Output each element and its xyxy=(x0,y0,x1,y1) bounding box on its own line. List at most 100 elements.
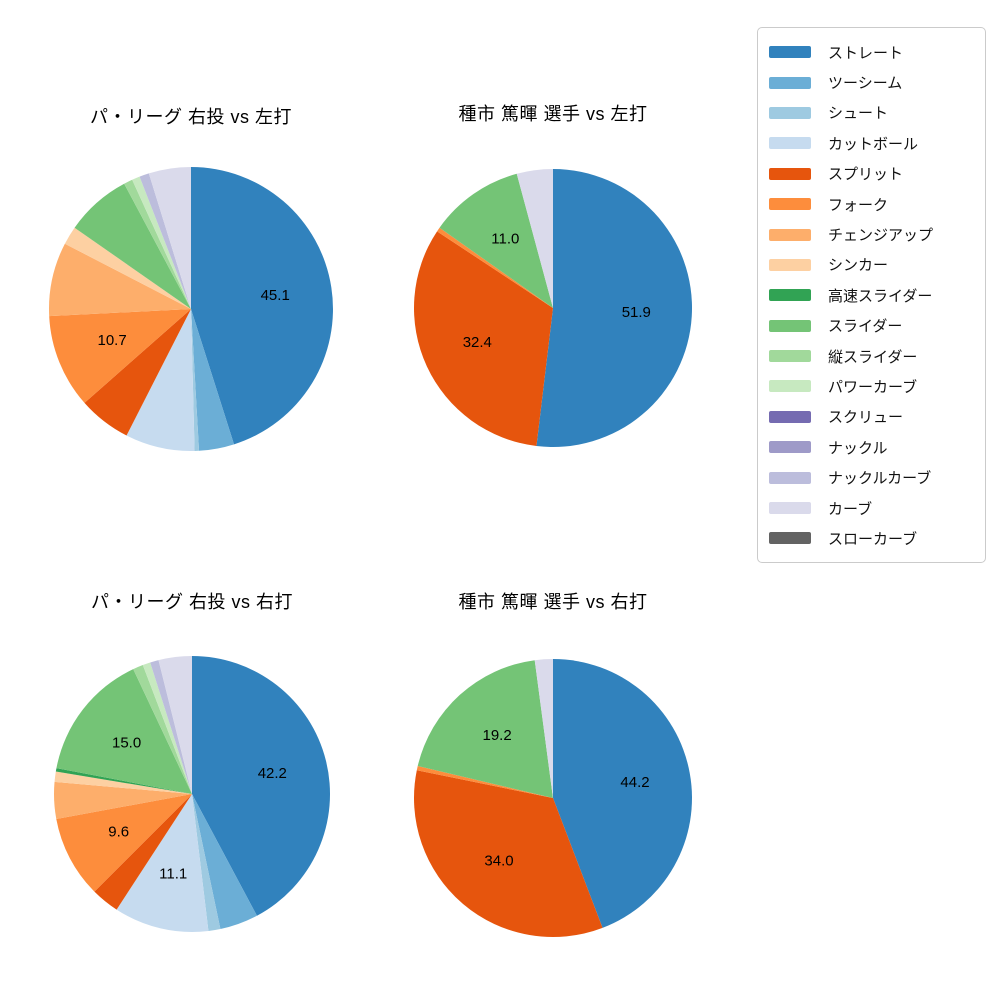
pie-slice xyxy=(124,179,191,309)
legend-swatch xyxy=(769,532,811,545)
legend-swatch xyxy=(769,46,811,59)
legend-swatch xyxy=(769,441,811,454)
pie-slice xyxy=(53,781,193,820)
legend-label: 高速スライダー xyxy=(828,287,933,305)
legend-swatch xyxy=(769,380,811,393)
pie-slice xyxy=(55,768,193,794)
legend-label: パワーカーブ xyxy=(828,378,918,396)
pie-slice xyxy=(191,309,235,451)
pie-slice xyxy=(553,659,692,928)
slice-value-label: 10.7 xyxy=(97,332,126,349)
legend-swatch xyxy=(769,289,811,302)
legend-item: ナックル xyxy=(764,432,977,462)
legend-item: シンカー xyxy=(764,250,977,280)
legend-label: カーブ xyxy=(828,500,873,518)
slice-value-label: 15.0 xyxy=(112,734,141,751)
pie-slice xyxy=(534,659,553,798)
slice-value-label: 9.6 xyxy=(108,823,129,840)
legend-item: スライダー xyxy=(764,311,977,341)
pie-slice xyxy=(49,243,191,317)
legend-item: ツーシーム xyxy=(764,67,977,97)
legend-item: ストレート xyxy=(764,37,977,67)
pie-slice xyxy=(56,669,192,794)
legend-item: チェンジアップ xyxy=(764,219,977,249)
legend-label: スプリット xyxy=(828,166,904,184)
pie-slice xyxy=(417,660,553,798)
pie-slice xyxy=(54,771,192,794)
legend-item: ナックルカーブ xyxy=(764,462,977,492)
slice-value-label: 44.2 xyxy=(620,774,649,791)
legend-label: ストレート xyxy=(828,44,904,62)
legend-swatch xyxy=(769,502,811,515)
legend-swatch xyxy=(769,228,811,241)
legend-swatch xyxy=(769,198,811,211)
legend-label: ナックルカーブ xyxy=(828,470,932,488)
pie-slice xyxy=(192,794,221,932)
pie-slice xyxy=(142,662,192,794)
legend-label: シンカー xyxy=(828,257,889,275)
legend-swatch xyxy=(769,410,811,423)
legend-swatch xyxy=(769,76,811,89)
pie-slice xyxy=(416,765,553,798)
slice-value-label: 11.1 xyxy=(159,866,187,883)
legend-item: パワーカーブ xyxy=(764,371,977,401)
pie-slice xyxy=(74,183,191,309)
legend-label: フォーク xyxy=(828,196,889,214)
legend-item: フォーク xyxy=(764,189,977,219)
pie-slice xyxy=(191,167,333,445)
slice-value-label: 51.9 xyxy=(622,304,651,321)
legend-label: カットボール xyxy=(828,135,919,153)
chart-title-league-vs-right: パ・リーグ 右投 vs 右打 xyxy=(90,592,293,612)
legend-label: スクリュー xyxy=(828,409,904,427)
pie-slice xyxy=(413,231,553,447)
pie-slice xyxy=(56,794,192,892)
pie-slice xyxy=(437,227,553,308)
pie-slice xyxy=(132,176,191,309)
legend-item: カーブ xyxy=(764,493,977,523)
legend-swatch xyxy=(769,350,811,363)
chart-title-taneichi-vs-left: 種市 篤暉 選手 vs 左打 xyxy=(458,104,648,124)
legend-item: スローカーブ xyxy=(764,523,977,553)
legend-item: カットボール xyxy=(764,128,977,158)
slice-value-label: 19.2 xyxy=(482,727,511,744)
pie-slice xyxy=(116,794,209,933)
slice-value-label: 34.0 xyxy=(484,853,513,870)
legend-swatch xyxy=(769,106,811,119)
legend-swatch xyxy=(769,167,811,180)
pie-slice xyxy=(126,309,195,452)
pie-slice xyxy=(139,173,191,309)
pie-slice xyxy=(158,656,192,794)
pie-slice xyxy=(439,173,553,308)
legend-swatch xyxy=(769,258,811,271)
legend-swatch xyxy=(769,471,811,484)
pie-slice xyxy=(191,309,200,451)
pie-slice xyxy=(133,665,192,794)
pie-chart-taneichi-vs-right: 44.2 34.0 19.2 xyxy=(414,659,692,937)
legend-swatch xyxy=(769,319,811,332)
pie-chart-league-vs-right: 42.2 11.1 9.6 15.0 xyxy=(53,656,331,933)
legend-label: スローカーブ xyxy=(828,530,918,548)
chart-title-league-vs-left: パ・リーグ 右投 vs 左打 xyxy=(89,107,292,127)
pie-slice xyxy=(84,309,191,436)
pie-slice xyxy=(49,309,192,403)
slice-value-label: 11.0 xyxy=(491,231,519,248)
pie-slice xyxy=(150,660,192,794)
pie-slice xyxy=(536,169,693,447)
slice-value-label: 42.2 xyxy=(258,765,287,782)
legend-item: 縦スライダー xyxy=(764,341,977,371)
slice-value-label: 45.1 xyxy=(261,287,290,304)
pie-slice xyxy=(414,770,603,937)
legend-item: 高速スライダー xyxy=(764,280,977,310)
legend: ストレート ツーシーム シュート カットボール スプリット フォーク チェンジアップ シンカー… xyxy=(757,27,986,563)
legend-label: チェンジアップ xyxy=(828,227,934,245)
legend-label: ツーシーム xyxy=(828,75,903,93)
legend-item: スクリュー xyxy=(764,402,977,432)
pie-chart-league-vs-left: 45.1 10.7 xyxy=(49,167,333,452)
pie-slice xyxy=(192,794,257,930)
pie-slice xyxy=(516,169,553,308)
chart-title-taneichi-vs-right: 種市 篤暉 選手 vs 右打 xyxy=(458,592,648,612)
pie-chart-taneichi-vs-left: 51.9 32.4 11.0 xyxy=(413,169,693,447)
legend-swatch xyxy=(769,137,811,150)
pie-slice xyxy=(94,794,192,910)
